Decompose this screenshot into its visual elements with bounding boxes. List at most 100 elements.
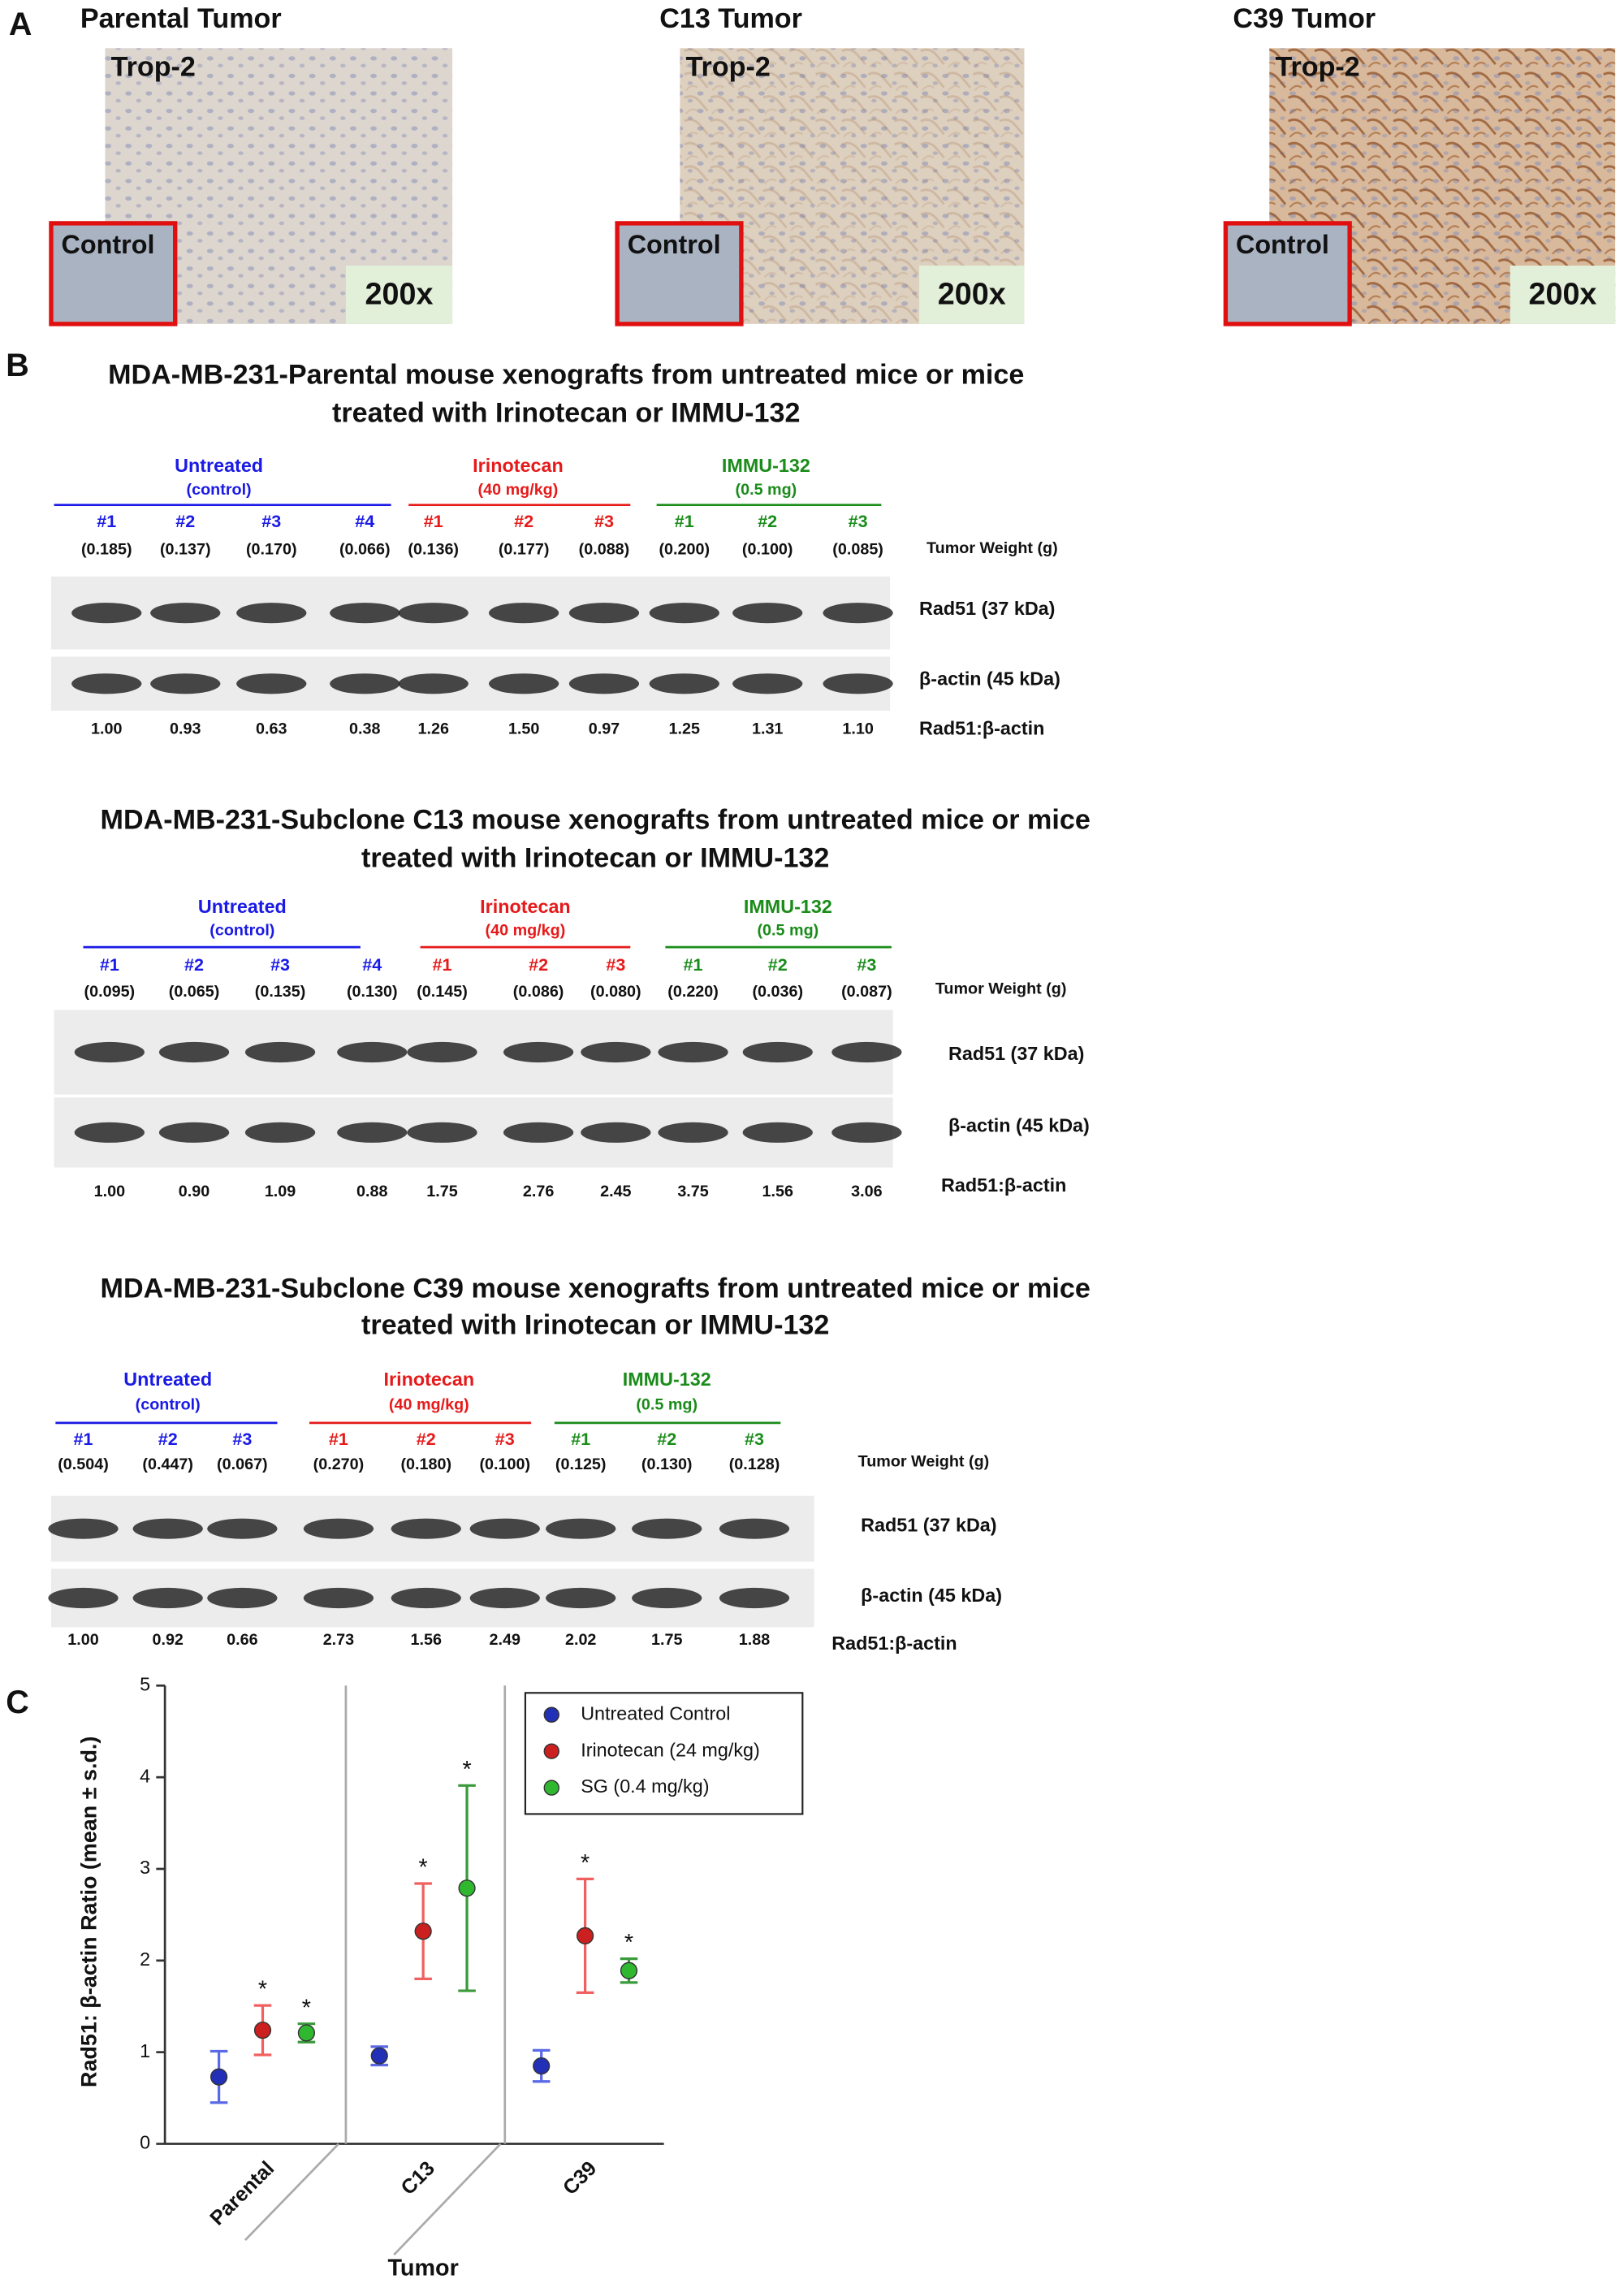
data-point [533, 2057, 551, 2075]
weight-label: Tumor Weight (g) [926, 539, 1058, 557]
band [74, 1041, 145, 1063]
control-inset [1223, 221, 1352, 327]
tumor-weight: (0.177) [499, 541, 550, 559]
band [391, 1518, 461, 1539]
control-inset [49, 221, 178, 327]
band [48, 1587, 119, 1609]
sample-id: #1 [571, 1429, 590, 1449]
magnification-box [919, 266, 1025, 324]
group-name: Untreated [175, 455, 263, 476]
control-label: Control [1236, 230, 1329, 259]
sample-id: #1 [97, 511, 116, 531]
sample-id: #2 [158, 1429, 178, 1449]
band [48, 1518, 119, 1539]
stain-label: Trop-2 [111, 51, 196, 82]
band [719, 1518, 790, 1539]
x-tick-label: Parental [205, 2157, 279, 2230]
band [823, 603, 893, 624]
tumor-weight: (0.220) [667, 983, 719, 1001]
data-point [458, 1879, 476, 1897]
blot-title: MDA-MB-231-Parental mouse xenografts fro… [108, 360, 1024, 391]
sample-id: #1 [329, 1429, 348, 1449]
band-label: Rad51 (37 kDa) [919, 598, 1055, 619]
tumor-weight: (0.066) [339, 541, 391, 559]
band-label: β-actin (45 kDa) [919, 668, 1060, 689]
sample-id: #1 [74, 1429, 93, 1449]
group-name: Irinotecan [473, 455, 564, 476]
band [581, 1122, 651, 1143]
legend-marker [543, 1780, 559, 1796]
ratio: 1.26 [418, 720, 449, 738]
sample-id: #3 [495, 1429, 515, 1449]
ratio: 1.75 [426, 1183, 457, 1200]
data-point [209, 2068, 228, 2086]
group-name: Irinotecan [384, 1369, 475, 1390]
band [546, 1518, 616, 1539]
tumor-weight: (0.180) [400, 1455, 451, 1473]
weight-label: Tumor Weight (g) [935, 980, 1067, 997]
sample-id: #3 [232, 1429, 252, 1449]
ratio: 1.00 [91, 720, 122, 738]
stain-label: Trop-2 [1275, 51, 1359, 82]
significance: * [258, 1977, 267, 2003]
data-point [370, 2047, 388, 2065]
group-name: Irinotecan [480, 896, 571, 917]
band [74, 1122, 145, 1143]
significance: * [462, 1757, 471, 1783]
tumor-weight: (0.504) [58, 1455, 109, 1473]
band [71, 673, 142, 694]
ratio: 3.06 [851, 1183, 882, 1200]
ratio: 1.00 [94, 1183, 125, 1200]
panel-label: C [6, 1685, 29, 1720]
group-dose: (40 mg/kg) [486, 922, 566, 940]
tumor-weight: (0.088) [579, 541, 630, 559]
ratio: 1.31 [752, 720, 783, 738]
control-inset [615, 221, 744, 327]
ratio: 0.38 [349, 720, 380, 738]
band [303, 1587, 374, 1609]
band [132, 1587, 203, 1609]
tumor-weight: (0.270) [313, 1455, 365, 1473]
y-tick-label: 5 [140, 1673, 150, 1694]
tumor-weight: (0.170) [246, 541, 297, 559]
band [158, 1041, 230, 1063]
legend-marker [543, 1706, 559, 1723]
sample-id: #2 [768, 954, 788, 975]
ratio: 0.97 [589, 720, 620, 738]
band [398, 673, 469, 694]
band-label: β-actin (45 kDa) [948, 1114, 1090, 1135]
band [236, 673, 307, 694]
group-dose: (40 mg/kg) [389, 1396, 469, 1414]
sample-id: #2 [417, 1429, 436, 1449]
band [823, 673, 893, 694]
ratio: 3.75 [677, 1183, 708, 1200]
band [330, 603, 400, 624]
band [337, 1122, 408, 1143]
sample-id: #3 [849, 511, 868, 531]
panel-label: B [6, 348, 29, 383]
band [407, 1041, 477, 1063]
stain-label: Trop-2 [686, 51, 771, 82]
band [158, 1122, 230, 1143]
tumor-weight: (0.067) [217, 1455, 268, 1473]
band-label: Rad51 (37 kDa) [948, 1043, 1084, 1064]
x-tick-label: C39 [559, 2157, 601, 2199]
group-dose: (control) [209, 922, 274, 940]
band [719, 1587, 790, 1609]
band [546, 1587, 616, 1609]
group-dose: (control) [187, 481, 252, 499]
ratio: 2.02 [565, 1631, 596, 1649]
sample-id: #3 [261, 511, 281, 531]
sample-id: #3 [857, 954, 876, 975]
band [469, 1518, 540, 1539]
image-title: C13 Tumor [659, 3, 802, 34]
band [742, 1041, 813, 1063]
band [489, 673, 559, 694]
ratio: 1.56 [762, 1183, 793, 1200]
tumor-weight: (0.100) [479, 1455, 530, 1473]
band [503, 1041, 574, 1063]
band [649, 603, 719, 624]
band [568, 673, 640, 694]
y-tick-label: 0 [140, 2132, 150, 2153]
